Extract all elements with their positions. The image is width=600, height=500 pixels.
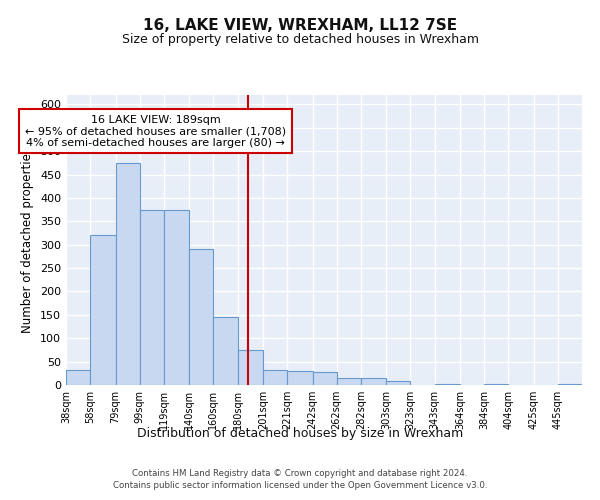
Bar — [90, 236, 116, 385]
Bar — [66, 370, 90, 385]
Bar — [386, 382, 410, 385]
Bar — [238, 350, 263, 385]
Bar — [313, 372, 337, 385]
Bar — [263, 370, 287, 385]
Bar — [434, 384, 460, 385]
Bar — [116, 163, 140, 385]
Bar — [484, 384, 508, 385]
Text: 16 LAKE VIEW: 189sqm
← 95% of detached houses are smaller (1,708)
4% of semi-det: 16 LAKE VIEW: 189sqm ← 95% of detached h… — [25, 114, 286, 148]
Bar — [164, 210, 189, 385]
Bar — [361, 378, 386, 385]
Bar — [214, 317, 238, 385]
Bar — [140, 210, 164, 385]
Text: 16, LAKE VIEW, WREXHAM, LL12 7SE: 16, LAKE VIEW, WREXHAM, LL12 7SE — [143, 18, 457, 32]
Bar — [189, 250, 214, 385]
Bar — [287, 371, 313, 385]
Text: Contains HM Land Registry data © Crown copyright and database right 2024.
Contai: Contains HM Land Registry data © Crown c… — [113, 468, 487, 490]
Y-axis label: Number of detached properties: Number of detached properties — [22, 147, 34, 333]
Bar — [337, 378, 361, 385]
Text: Distribution of detached houses by size in Wrexham: Distribution of detached houses by size … — [137, 428, 463, 440]
Bar — [558, 384, 582, 385]
Text: Size of property relative to detached houses in Wrexham: Size of property relative to detached ho… — [121, 32, 479, 46]
